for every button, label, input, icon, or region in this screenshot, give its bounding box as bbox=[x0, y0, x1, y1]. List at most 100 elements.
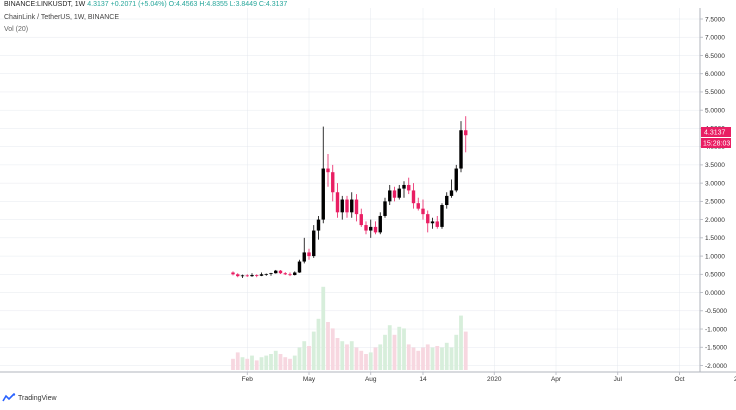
last-price: 4.3137 bbox=[87, 1, 109, 8]
volume-bar bbox=[259, 357, 264, 370]
volume-bar bbox=[231, 358, 235, 370]
candle-body bbox=[326, 168, 330, 173]
countdown-badge-bg bbox=[701, 138, 731, 148]
volume-bar bbox=[326, 322, 330, 370]
y-tick-label: -2.0000 bbox=[705, 363, 727, 370]
volume-bar bbox=[245, 358, 250, 370]
candle-body bbox=[250, 275, 254, 277]
y-tick-label: 1.5000 bbox=[705, 235, 725, 242]
candle-body bbox=[359, 214, 363, 226]
candle-body bbox=[402, 184, 406, 189]
candle-body bbox=[435, 221, 439, 227]
candle-body bbox=[264, 273, 268, 275]
change-value: +0.2071 (+5.04%) bbox=[110, 1, 167, 8]
volume-bar bbox=[368, 352, 373, 370]
tradingview-branding[interactable]: TradingView bbox=[2, 393, 57, 403]
candle-body bbox=[302, 252, 306, 262]
grid bbox=[0, 8, 700, 372]
candle-body bbox=[335, 192, 340, 213]
y-tick-label: 0.0000 bbox=[705, 290, 725, 297]
candle-body bbox=[454, 168, 458, 191]
candle-body bbox=[430, 221, 435, 224]
volume-bar bbox=[349, 341, 354, 370]
candle-body bbox=[350, 199, 354, 213]
volume-bar bbox=[397, 326, 402, 370]
candle-body bbox=[259, 274, 264, 276]
volume-bar bbox=[235, 352, 240, 370]
x-tick-label: Jul bbox=[614, 376, 623, 383]
volume-bar bbox=[254, 360, 259, 370]
candle-body bbox=[297, 261, 302, 273]
candle-body bbox=[340, 199, 344, 213]
candle-body bbox=[331, 172, 335, 193]
volume-bar bbox=[449, 347, 454, 370]
volume-bar bbox=[297, 347, 302, 370]
y-tick-label: 0.5000 bbox=[705, 272, 725, 279]
volume-bar bbox=[330, 328, 335, 370]
candle-body bbox=[426, 214, 430, 224]
volume-bar bbox=[278, 354, 283, 370]
tradingview-logo-icon bbox=[2, 393, 16, 402]
time-axis[interactable]: Feb May Aug 14 2020 Apr Jul Oct 2021 bbox=[242, 372, 736, 383]
candle-body bbox=[445, 195, 449, 206]
candle-body bbox=[369, 226, 373, 231]
candle-body bbox=[397, 188, 401, 198]
symbol-label: BINANCE:LINKUSDT, 1W bbox=[4, 1, 86, 8]
candle-body bbox=[293, 272, 297, 276]
volume-bar bbox=[311, 331, 316, 370]
candle-body bbox=[392, 190, 397, 198]
y-tick-label: 5.0000 bbox=[705, 107, 725, 114]
volume-bar bbox=[373, 347, 378, 370]
volume-bar bbox=[302, 341, 307, 370]
volume-bar bbox=[345, 344, 349, 370]
volume-bar bbox=[435, 346, 440, 370]
candle-body bbox=[231, 272, 235, 275]
volume-indicator-label[interactable]: Vol (20) bbox=[4, 26, 29, 33]
candle-body bbox=[274, 270, 278, 274]
volume-bar bbox=[378, 344, 383, 370]
y-tick-label: 7.5000 bbox=[705, 16, 725, 23]
x-tick-label: May bbox=[303, 376, 316, 383]
candle-body bbox=[316, 219, 321, 231]
volume-bar bbox=[316, 318, 321, 370]
y-tick-label: 6.5000 bbox=[705, 53, 725, 60]
candle-body bbox=[354, 199, 359, 215]
x-tick-label: Aug bbox=[365, 376, 377, 383]
x-tick-label: 2020 bbox=[487, 376, 502, 383]
candle-body bbox=[459, 130, 463, 169]
volume-bar bbox=[307, 346, 311, 370]
candle-body bbox=[255, 275, 259, 276]
volume-bar bbox=[292, 355, 297, 370]
x-tick-label: Feb bbox=[242, 376, 254, 383]
volume-bar bbox=[411, 347, 416, 370]
volume-bar bbox=[430, 347, 435, 370]
volume-bar bbox=[335, 338, 340, 370]
candle-body bbox=[464, 130, 468, 136]
candle-body bbox=[345, 199, 349, 213]
candle-body bbox=[407, 184, 411, 191]
y-tick-label: 5.5000 bbox=[705, 89, 725, 96]
volume-bar bbox=[354, 347, 359, 370]
x-tick-label: Oct bbox=[674, 376, 684, 383]
volume-bar bbox=[387, 325, 392, 370]
candle-body bbox=[240, 275, 245, 277]
volume-bar bbox=[406, 344, 411, 370]
x-tick-label: 2021 bbox=[734, 376, 736, 383]
volume-bar bbox=[283, 357, 288, 370]
legend-ohlc: BINANCE:LINKUSDT, 1W 4.3137 +0.2071 (+5.… bbox=[4, 1, 287, 8]
volume-bar bbox=[444, 342, 449, 370]
volume-bar bbox=[425, 344, 430, 370]
candle-body bbox=[449, 190, 454, 196]
y-tick-label: 7.0000 bbox=[705, 35, 725, 42]
volume-bar bbox=[321, 286, 326, 370]
countdown-badge: 15:28:03 bbox=[703, 141, 730, 148]
volume-bar bbox=[459, 315, 463, 370]
candle-body bbox=[321, 168, 325, 220]
y-tick-label: -0.5000 bbox=[705, 308, 727, 315]
volume-bar bbox=[392, 334, 397, 370]
last-price-badge-bg bbox=[701, 127, 731, 137]
volume-bar bbox=[421, 347, 425, 370]
x-tick-label: Apr bbox=[551, 376, 562, 383]
